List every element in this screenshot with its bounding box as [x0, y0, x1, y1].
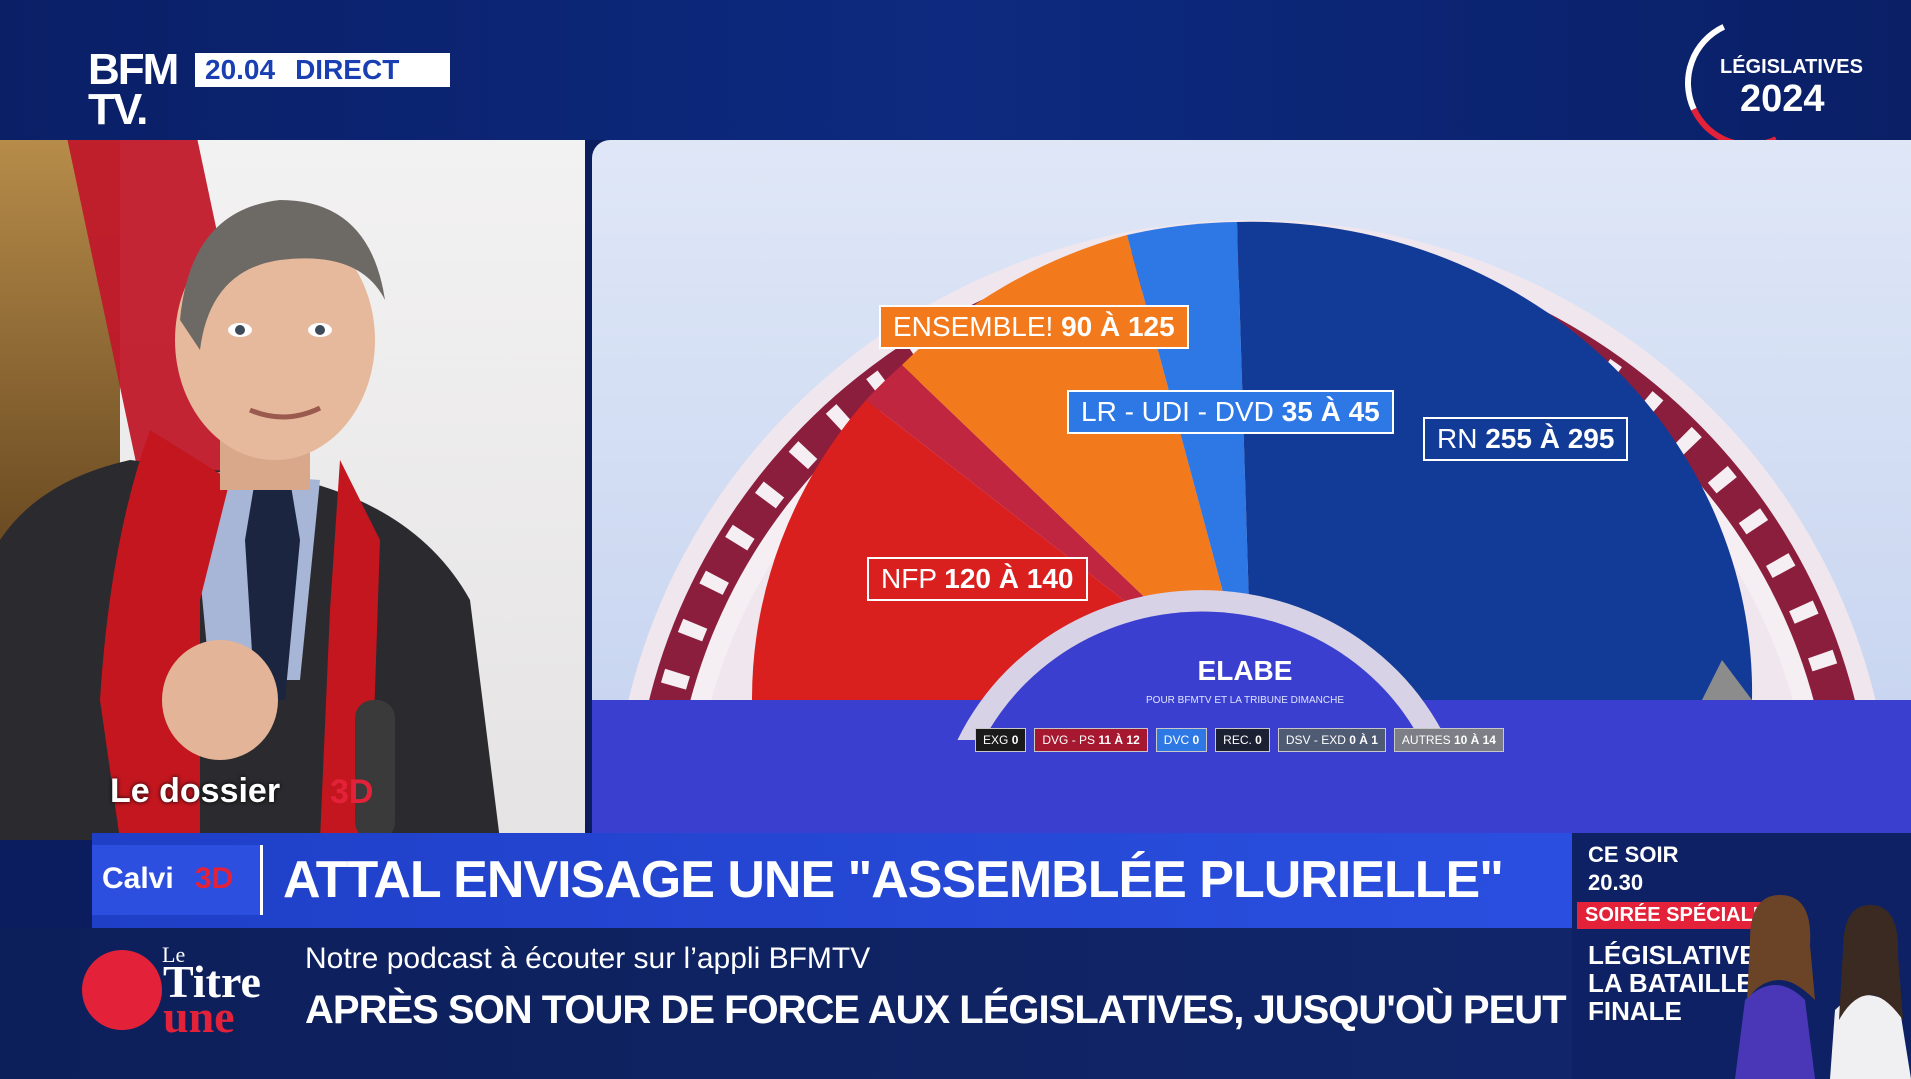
- promo-title-line-2: LA BATAILLE: [1588, 968, 1754, 998]
- promo-title-line-3: FINALE: [1588, 996, 1682, 1026]
- ensemble-sector: [902, 235, 1252, 700]
- pollster-name: ELABE: [1197, 655, 1293, 686]
- logo-line-1: BFM: [88, 45, 179, 94]
- promo-hosts-image: [1735, 895, 1911, 1079]
- promo-time: 20.30: [1588, 870, 1644, 895]
- segment-label: Le dossier: [110, 772, 281, 810]
- podcast-title-part-1: Le: [162, 942, 186, 967]
- ensemble-range: 90 À 125: [1061, 311, 1175, 342]
- live-indicator: DIRECT: [295, 54, 400, 85]
- presenter-image: [0, 200, 500, 840]
- minor-chip-dsv-exd: DSV - EXD 0 À 1: [1277, 728, 1386, 752]
- lr-name: LR - UDI - DVD: [1081, 396, 1274, 427]
- lr-range: 35 À 45: [1281, 396, 1380, 427]
- headline-text: ATTAL ENVISAGE UNE "ASSEMBLÉE PLURIELLE": [283, 851, 1504, 909]
- lr-udi-dvd-label: LR - UDI - DVD 35 À 45: [1067, 390, 1394, 434]
- minor-chip-dvg-ps: DVG - PS 11 À 12: [1034, 728, 1148, 752]
- minor-chip-autres: AUTRES 10 À 14: [1393, 728, 1504, 752]
- podcast-subtitle: Notre podcast à écouter sur l’appli BFMT…: [305, 942, 871, 975]
- promo-badge: SOIRÉE SPÉCIALE: [1577, 902, 1775, 929]
- rn-label: RN 255 À 295: [1423, 417, 1629, 461]
- rn-range: 255 À 295: [1485, 423, 1615, 454]
- election-badge-label: LÉGISLATIVES: [1720, 56, 1863, 78]
- clock-time: 20.04: [205, 54, 276, 85]
- election-badge-year: 2024: [1740, 78, 1825, 120]
- nfp-range: 120 À 140: [944, 563, 1074, 594]
- minor-chip-dvc: DVC 0: [1155, 728, 1208, 752]
- minor-chip-rec: REC. 0: [1215, 728, 1270, 752]
- podcast-microphone-icon: [82, 950, 162, 1030]
- show-3d-label: 3D: [195, 862, 234, 895]
- nfp-label: NFP 120 À 140: [867, 557, 1088, 601]
- nfp-name: NFP: [881, 563, 937, 594]
- logo-line-2: TV.: [88, 85, 148, 134]
- minor-chip-exg: EXG 0: [975, 728, 1027, 752]
- rn-name: RN: [1437, 423, 1478, 454]
- segment-3d-label: 3D: [330, 773, 374, 811]
- show-name: Calvi: [102, 862, 174, 895]
- promo-tonight: CE SOIR: [1588, 842, 1679, 867]
- podcast-title-part-3: une: [163, 991, 235, 1042]
- podcast-title-part-2: Titre: [163, 956, 261, 1007]
- minor-parties-row: EXG 0 DVG - PS 11 À 12 DVC 0 REC. 0 DSV …: [975, 728, 1504, 752]
- live-time-box: 20.04 DIRECT: [195, 53, 450, 87]
- ensemble-label: ENSEMBLE! 90 À 125: [879, 305, 1189, 349]
- show-logo-box: [92, 845, 263, 915]
- headline-banner: [92, 833, 1572, 928]
- ensemble-name: ENSEMBLE!: [893, 311, 1054, 342]
- pollster-subtitle: POUR BFMTV ET LA TRIBUNE DIMANCHE: [1146, 695, 1344, 706]
- assembly-hemicycle-graphic: [592, 220, 1911, 840]
- bfmtv-logo: BFM TV.: [88, 45, 188, 136]
